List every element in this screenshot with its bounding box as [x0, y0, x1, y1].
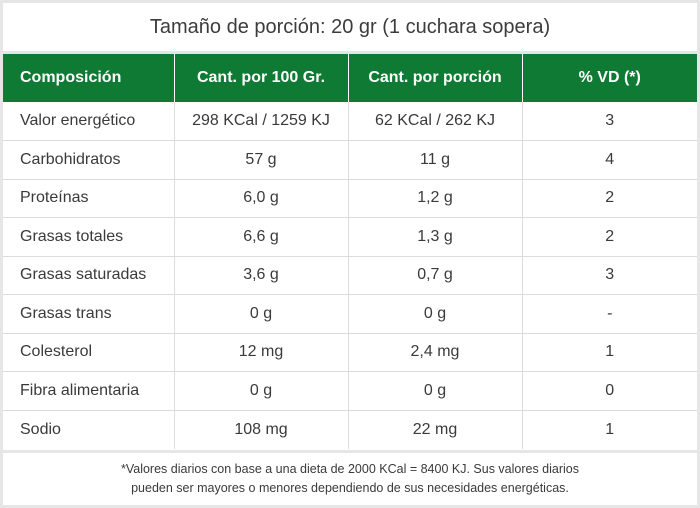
- nutrition-table: Composición Cant. por 100 Gr. Cant. por …: [3, 54, 697, 449]
- row-label: Valor energético: [20, 112, 136, 129]
- table-header-row: Composición Cant. por 100 Gr. Cant. por …: [3, 54, 697, 102]
- column-header-per-serving: Cant. por porción: [347, 54, 522, 102]
- row-label: Proteínas: [3, 178, 174, 218]
- cell-per-100g: 57 g: [173, 140, 348, 179]
- cell-daily-value: 4: [521, 140, 697, 179]
- row-label: Colesterol: [3, 332, 174, 372]
- cell-per-serving: 62 KCal / 262 KJ: [347, 102, 522, 141]
- cell-per-serving: 1,3 g: [347, 217, 522, 256]
- serving-size-title: Tamaño de porción: 20 gr (1 cuchara sope…: [3, 3, 697, 51]
- column-header-composition: Composición: [3, 54, 174, 102]
- row-label: Grasas saturadas: [3, 255, 174, 295]
- row-label: Carbohidratos: [3, 140, 174, 179]
- cell-daily-value: 3: [521, 102, 697, 141]
- cell-per-100g: 298 KCal / 1259 KJ: [173, 102, 348, 141]
- cell-per-serving: 1,2 g: [347, 178, 522, 218]
- cell-daily-value: 2: [521, 178, 697, 218]
- cell-per-100g: 108 mg: [173, 409, 348, 449]
- table-row: Grasas totales 6,6 g 1,3 g 2: [3, 217, 697, 256]
- cell-per-100g: 6,6 g: [173, 217, 348, 256]
- cell-daily-value: -: [521, 294, 697, 333]
- cell-daily-value: 1: [521, 409, 697, 449]
- cell-per-serving: 0 g: [347, 294, 522, 333]
- column-header-per-100g: Cant. por 100 Gr.: [173, 54, 348, 102]
- footnote: *Valores diarios con base a una dieta de…: [3, 453, 697, 505]
- footnote-line-2: pueden ser mayores o menores dependiendo…: [131, 481, 569, 495]
- table-row: Colesterol 12 mg 2,4 mg 1: [3, 332, 697, 372]
- row-label: Fibra alimentaria: [3, 371, 174, 410]
- cell-per-serving: 2,4 mg: [347, 332, 522, 372]
- cell-per-serving: 0 g: [347, 371, 522, 410]
- cell-per-100g: 3,6 g: [173, 255, 348, 295]
- table-row: Sodio 108 mg 22 mg 1: [3, 409, 697, 449]
- cell-per-serving: 22 mg: [347, 409, 522, 449]
- cell-daily-value: 2: [521, 217, 697, 256]
- cell-daily-value: 3: [521, 255, 697, 295]
- cell-per-100g: 0 g: [173, 294, 348, 333]
- row-label: Sodio: [3, 409, 174, 449]
- cell-per-100g: 6,0 g: [173, 178, 348, 218]
- table-row: Valor energético 298 KCal / 1259 KJ 62 K…: [3, 102, 697, 141]
- cell-per-serving: 0,7 g: [347, 255, 522, 295]
- table-row: Grasas trans 0 g 0 g -: [3, 294, 697, 333]
- table-row: Grasas saturadas 3,6 g 0,7 g 3: [3, 255, 697, 295]
- row-label: Grasas totales: [3, 217, 174, 256]
- column-header-daily-value: % VD (*): [521, 54, 697, 102]
- cell-per-serving: 11 g: [347, 140, 522, 179]
- cell-daily-value: 0: [521, 371, 697, 410]
- table-row: Proteínas 6,0 g 1,2 g 2: [3, 178, 697, 218]
- cell-per-100g: 12 mg: [173, 332, 348, 372]
- cell-per-100g: 0 g: [173, 371, 348, 410]
- cell-daily-value: 1: [521, 332, 697, 372]
- nutrition-table-container: Composición Cant. por 100 Gr. Cant. por …: [3, 54, 697, 450]
- row-label: Grasas trans: [3, 294, 174, 333]
- footnote-line-1: *Valores diarios con base a una dieta de…: [120, 462, 580, 476]
- table-row: Fibra alimentaria 0 g 0 g 0: [3, 371, 697, 410]
- table-row: Carbohidratos 57 g 11 g 4: [3, 140, 697, 179]
